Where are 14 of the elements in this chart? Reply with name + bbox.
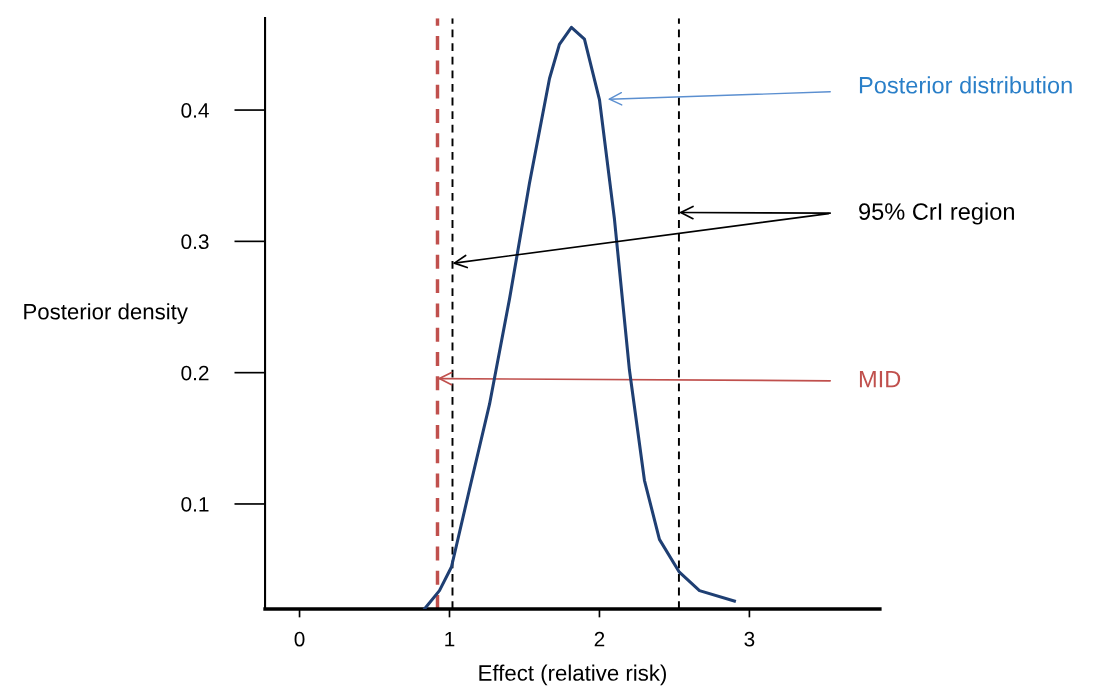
ref-line-label: MID: [859, 370, 901, 388]
line-series: [422, 25, 736, 609]
text: Posterior distribution: [859, 76, 1072, 94]
x-axis-title: Effect (relative risk): [479, 664, 666, 686]
y-tick-label: 0.3: [181, 234, 209, 250]
x-tick-label: 2: [594, 631, 605, 647]
annotation: 95% CrI region: [859, 202, 1014, 225]
y-tick-label: 0.1: [181, 496, 209, 512]
x-tick-label: 0: [294, 631, 305, 647]
x-tick-label: 3: [744, 631, 755, 647]
x-tick-label: 1: [445, 631, 455, 647]
y-tick-label: 0.2: [181, 365, 209, 381]
y-axis-title: Posterior density: [24, 303, 188, 324]
y-tick-label: 0.4: [181, 103, 209, 118]
